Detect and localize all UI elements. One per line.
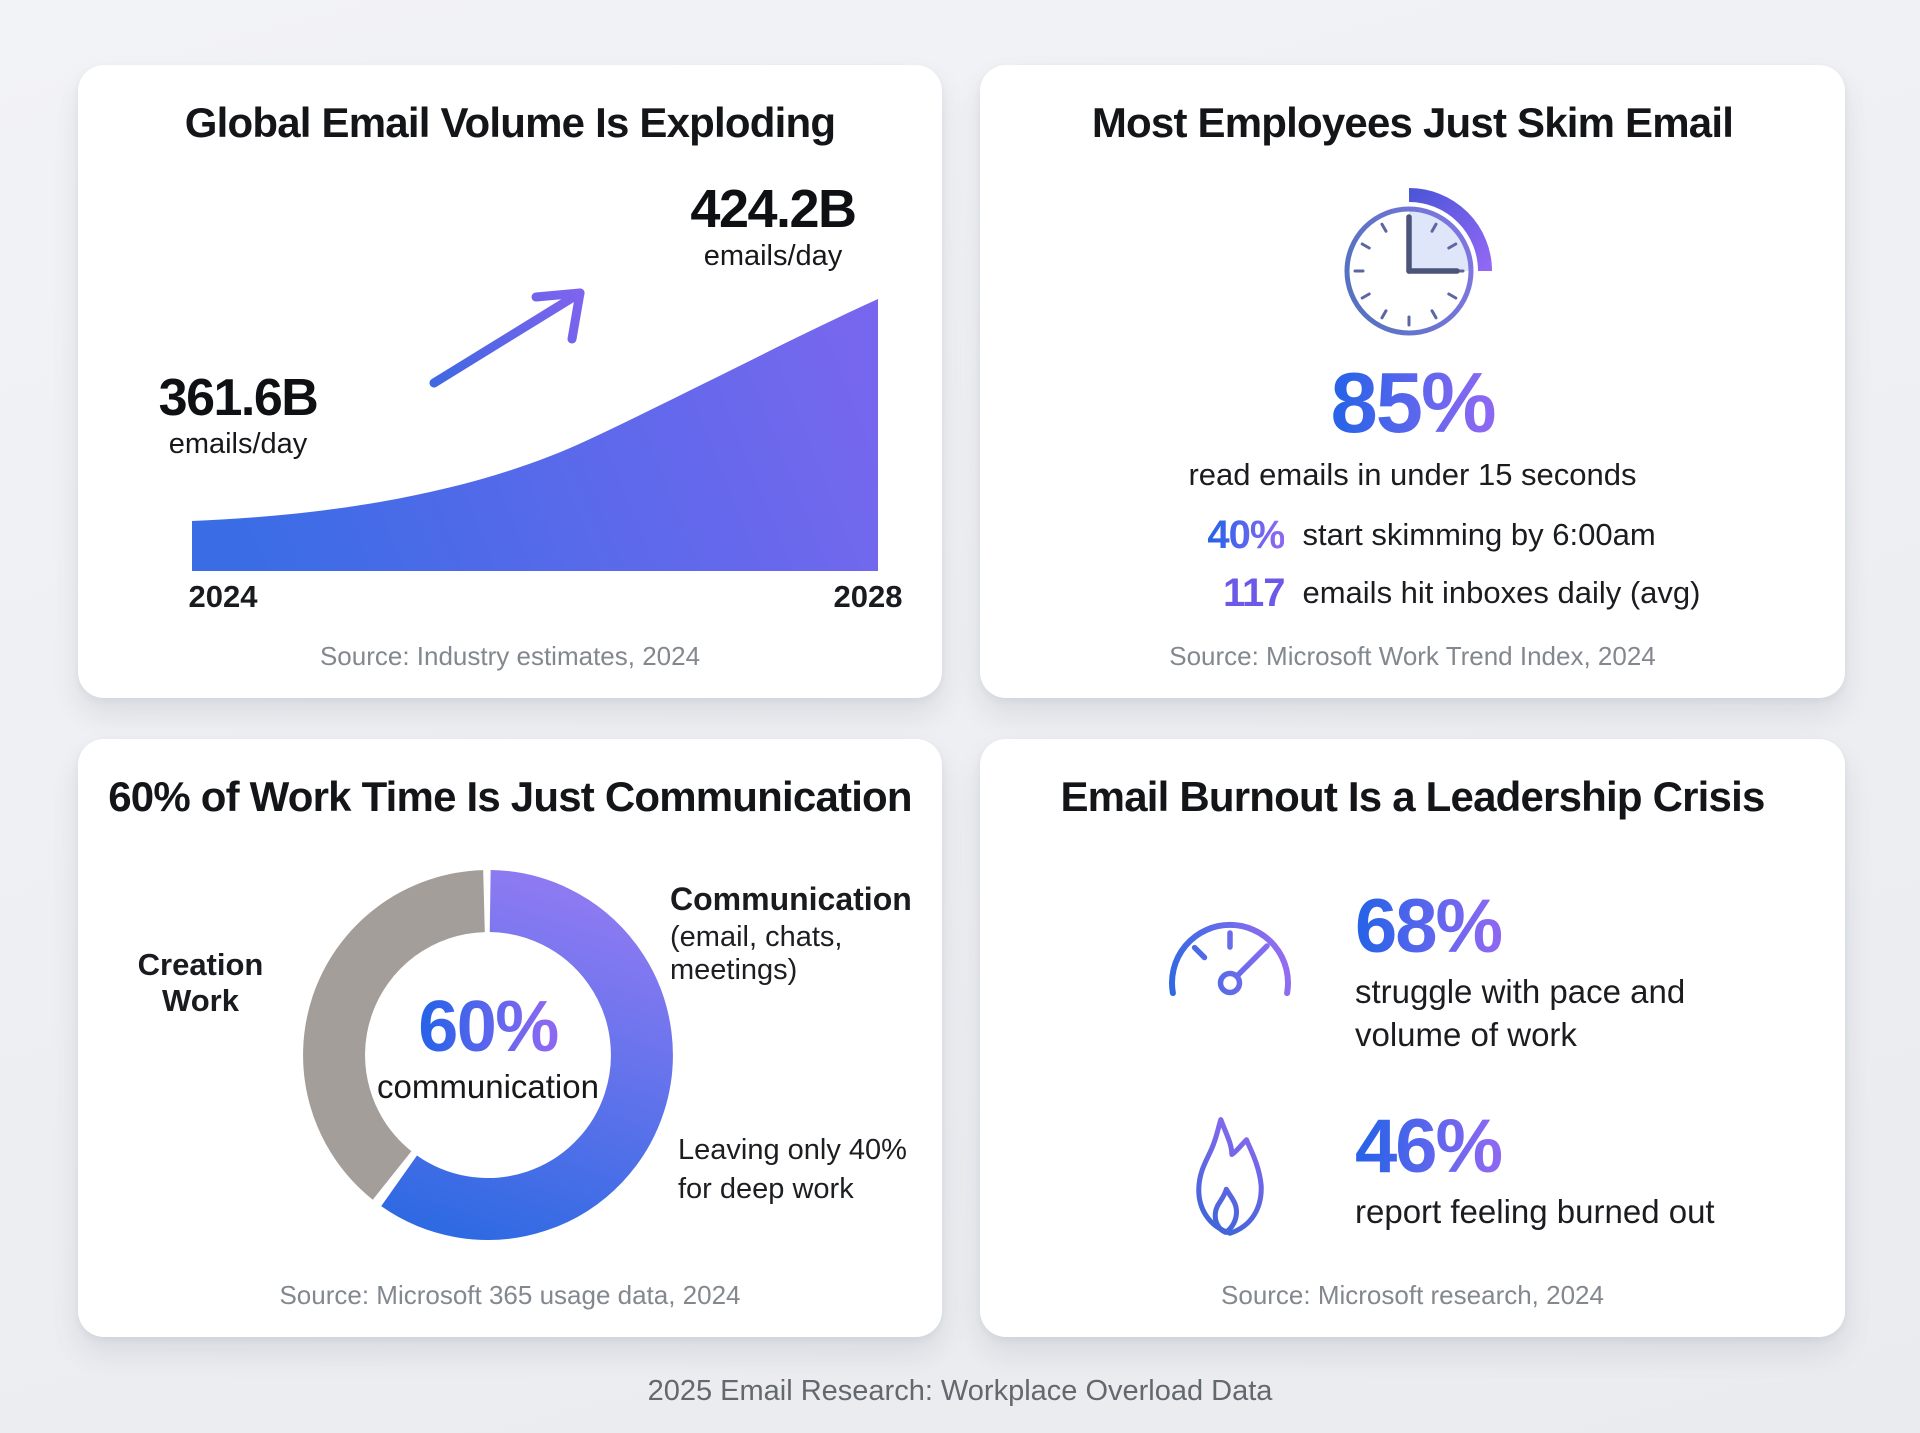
burnout-stat: 46% report feeling burned out xyxy=(1355,1103,1775,1251)
gauge-icon xyxy=(1169,921,1291,997)
source-note: Source: Industry estimates, 2024 xyxy=(319,641,701,671)
stat-value: 40% xyxy=(1207,513,1285,557)
card-title: 60% of Work Time Is Just Communication xyxy=(108,773,912,820)
card-title: Most Employees Just Skim Email xyxy=(1091,99,1734,146)
burnout-stats: 68% struggle with pace and volume of wor… xyxy=(1155,889,1845,1251)
segment-label-sub: (email, chats, meetings) xyxy=(670,921,843,986)
donut-center-label: communication xyxy=(377,1068,599,1105)
card-communication-time: 60% of Work Time Is Just Communication 6… xyxy=(78,739,942,1337)
headline-percent: 85% xyxy=(980,361,1845,446)
donut-center-value: 60% xyxy=(418,987,559,1067)
flame-icon xyxy=(1196,1116,1264,1236)
card-skim-email: Most Employees Just Skim Email xyxy=(980,65,1845,698)
x-axis-label-end: 2028 xyxy=(833,579,903,614)
stat-label: emails hit inboxes daily (avg) xyxy=(1302,575,1701,610)
end-value: 424.2B xyxy=(690,179,857,239)
start-value: 361.6B xyxy=(158,369,319,427)
trend-arrow-icon xyxy=(429,288,585,388)
infographic-board: Global Email Volume Is Exploding 424.2B … xyxy=(78,65,1845,1337)
donut-center-text: 60% communication xyxy=(328,991,648,1106)
source-note: Source: Microsoft research, 2024 xyxy=(1221,1280,1604,1310)
flame-icon-wrapper xyxy=(1155,1109,1305,1251)
segment-label-title: Communication xyxy=(670,881,912,917)
deep-work-note: Leaving only 40% for deep work xyxy=(678,1131,907,1209)
stat-label: struggle with pace and volume of work xyxy=(1355,973,1686,1053)
end-unit: emails/day xyxy=(703,239,843,272)
burnout-stat: 68% struggle with pace and volume of wor… xyxy=(1355,889,1775,1057)
start-value-callout: 361.6B emails/day xyxy=(103,371,373,461)
card-title: Email Burnout Is a Leadership Crisis xyxy=(1060,773,1765,820)
source-note: Source: Microsoft 365 usage data, 2024 xyxy=(279,1280,741,1310)
stat-value: 117 xyxy=(1222,571,1286,615)
clock-icon xyxy=(1344,188,1492,336)
source-note: Source: Microsoft Work Trend Index, 2024 xyxy=(1169,641,1656,671)
stat-value: 46% xyxy=(1355,1103,1503,1189)
card-burnout: Email Burnout Is a Leadership Crisis xyxy=(980,739,1845,1337)
end-value-callout: 424.2B emails/day xyxy=(608,181,938,273)
stat-label: report feeling burned out xyxy=(1355,1192,1715,1230)
deep-work-note-line2: for deep work xyxy=(678,1173,854,1206)
headline-percent-value: 85% xyxy=(1330,356,1496,451)
deep-work-note-line1: Leaving only 40% xyxy=(678,1134,907,1166)
stat-value: 68% xyxy=(1355,884,1503,969)
page-footer: 2025 Email Research: Workplace Overload … xyxy=(647,1375,1273,1407)
donut-chart xyxy=(303,870,673,1240)
gauge-icon-wrapper xyxy=(1155,889,1305,1057)
headline-label: read emails in under 15 seconds xyxy=(1188,457,1637,492)
clock-icon-wrapper xyxy=(980,169,1845,359)
stat-label: start skimming by 6:00am xyxy=(1302,517,1656,552)
start-unit: emails/day xyxy=(168,427,308,460)
card-title: Global Email Volume Is Exploding xyxy=(184,99,836,146)
x-axis-label-start: 2024 xyxy=(188,579,258,614)
segment-label-creation-work: Creation Work xyxy=(137,947,264,1018)
growth-area-chart xyxy=(192,299,878,571)
segment-label-communication: Communication (email, chats, meetings) xyxy=(670,881,942,987)
stat-list: 40% start skimming by 6:00am 117 emails … xyxy=(980,513,1845,615)
card-email-volume: Global Email Volume Is Exploding 424.2B … xyxy=(78,65,942,698)
